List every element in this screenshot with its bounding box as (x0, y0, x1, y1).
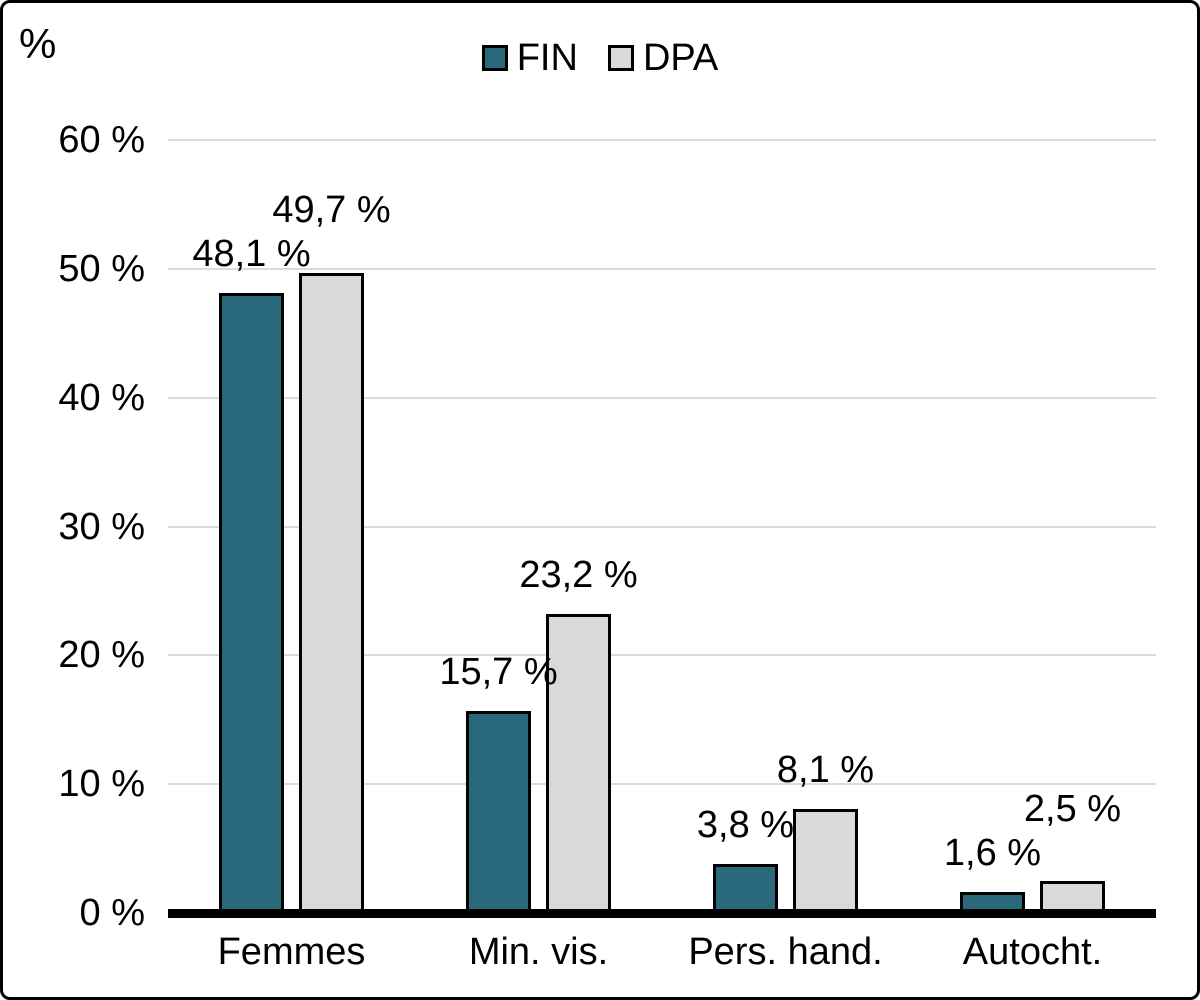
gridline-30 (168, 525, 1156, 528)
y-axis-title: % (19, 20, 57, 67)
legend-label-dpa: DPA (642, 37, 719, 79)
x-axis-line (168, 909, 1156, 918)
bar-fin-1 (219, 293, 284, 913)
legend-label-fin: FIN (516, 37, 578, 79)
gridline-10 (168, 783, 1156, 786)
bar-dpa-3 (793, 808, 858, 913)
legend-swatch-fin (481, 45, 508, 71)
y-tick-label-10: 10 % (58, 763, 145, 806)
legend: FIN DPA (3, 39, 1197, 77)
y-tick-label-0: 0 % (79, 892, 145, 934)
bar-dpa-1 (299, 272, 364, 913)
data-label-fin-1: 48,1 % (192, 233, 311, 276)
data-label-dpa-2: 23,2 % (519, 554, 638, 597)
gridline-50 (168, 267, 1156, 270)
bar-fin-3 (713, 864, 778, 913)
data-label-dpa-1: 49,7 % (272, 189, 391, 232)
data-label-fin-4: 1,6 % (943, 832, 1042, 875)
legend-swatch-dpa (607, 45, 634, 71)
data-label-fin-3: 3,8 % (696, 804, 795, 847)
y-tick-label-60: 60 % (58, 119, 145, 161)
bar-fin-2 (466, 710, 531, 913)
plot-area: 48,1 % 49,7 % 15,7 % 23,2 % 3,8 % 8,1 % 1,6 % 2… (168, 139, 1156, 918)
data-label-dpa-3: 8,1 % (776, 748, 875, 791)
gridline-20 (168, 654, 1156, 657)
y-tick-label-30: 30 % (58, 505, 145, 548)
data-label-dpa-4: 2,5 % (1023, 788, 1122, 831)
data-label-fin-2: 15,7 % (439, 650, 558, 693)
y-tick-label-40: 40 % (58, 376, 145, 419)
gridline-40 (168, 396, 1156, 399)
category-label-4: Autocht. (962, 931, 1103, 973)
y-tick-label-50: 50 % (58, 247, 145, 290)
legend-item-fin: FIN (481, 37, 578, 79)
gridline-60 (168, 139, 1156, 141)
y-tick-label-20: 20 % (58, 634, 145, 677)
category-label-2: Min. vis. (468, 931, 609, 973)
legend-item-dpa: DPA (607, 37, 719, 79)
category-label-1: Femmes (217, 931, 366, 973)
bar-dpa-2 (546, 614, 611, 913)
category-label-3: Pers. hand. (688, 931, 883, 973)
